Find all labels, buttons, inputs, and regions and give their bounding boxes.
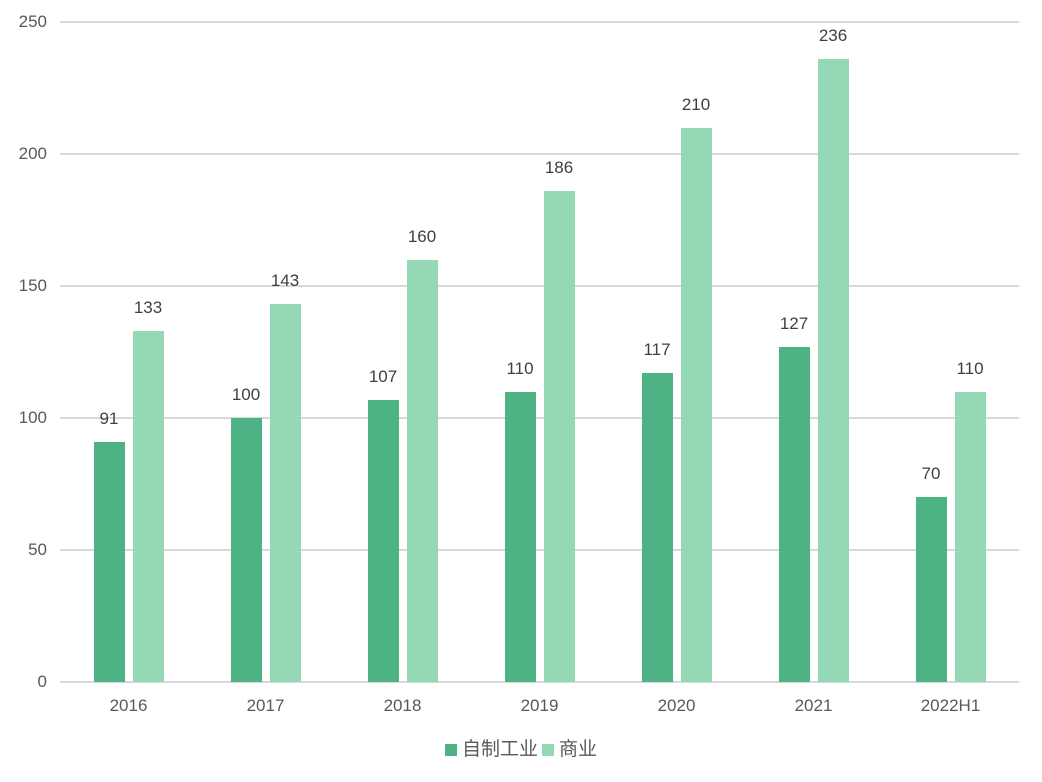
bar-commercial[interactable] [954,391,986,682]
data-label: 70 [921,464,941,484]
legend-swatch-icon [444,744,457,756]
data-label: 133 [133,297,163,317]
y-tick-label: 250 [18,12,47,31]
gridline [60,549,1019,551]
bar-self-made-industrial[interactable] [504,391,536,682]
bar-self-made-industrial[interactable] [778,346,810,682]
bar-self-made-industrial[interactable] [641,373,673,682]
bar-commercial[interactable] [817,58,849,682]
data-label: 143 [270,271,300,291]
data-label: 110 [956,358,984,378]
gridline [60,21,1019,23]
data-label: 186 [544,157,574,177]
gridline [60,153,1019,155]
gridline [60,417,1019,419]
x-tick-label: 2019 [520,696,559,715]
data-label: 117 [643,340,671,360]
legend-item[interactable]: 自制工业 [444,738,538,762]
bar-self-made-industrial[interactable] [367,399,399,682]
y-tick-label: 150 [18,276,47,295]
legend-swatch-icon [542,744,554,756]
legend-label: 自制工业 [461,739,538,760]
y-tick-label: 0 [37,672,47,691]
data-label: 210 [681,94,711,114]
x-tick-label: 2022H1 [920,696,981,715]
data-label: 236 [818,25,848,45]
bar-commercial[interactable] [269,304,301,682]
x-axis-line [60,681,1019,683]
y-tick-label: 50 [28,540,47,559]
bar-commercial[interactable] [680,127,712,682]
data-label: 127 [779,313,809,333]
legend-label: 商业 [559,739,598,760]
bar-commercial[interactable] [132,330,164,682]
legend: 自制工业 商业 [0,738,1042,763]
bar-self-made-industrial[interactable] [93,441,125,682]
y-tick-label: 200 [18,144,47,163]
data-label: 91 [99,408,119,428]
data-label: 107 [368,366,398,386]
data-label: 100 [231,385,261,404]
data-label: 160 [407,226,437,246]
gridline [60,285,1019,287]
x-tick-label: 2018 [383,696,422,715]
bar-commercial[interactable] [543,190,575,682]
data-label: 110 [506,358,534,378]
x-tick-label: 2016 [109,696,148,715]
x-tick-label: 2020 [657,696,696,715]
legend-item[interactable]: 商业 [542,738,597,762]
bar-self-made-industrial[interactable] [915,497,947,682]
y-tick-label: 100 [18,408,47,427]
x-tick-label: 2017 [246,696,285,715]
bar-self-made-industrial[interactable] [230,418,262,682]
x-tick-label: 2021 [794,696,833,715]
bar-commercial[interactable] [406,259,438,682]
